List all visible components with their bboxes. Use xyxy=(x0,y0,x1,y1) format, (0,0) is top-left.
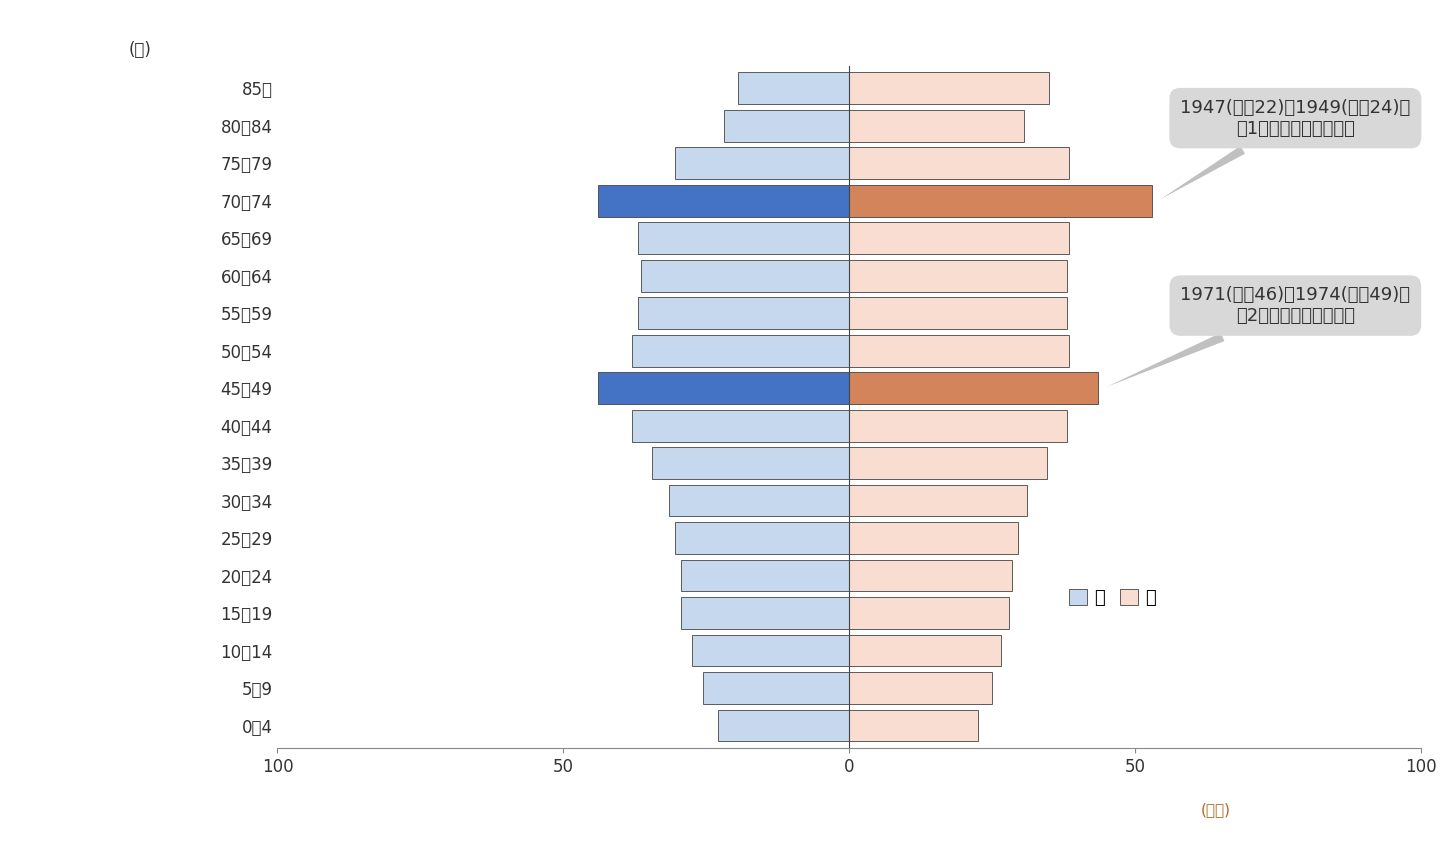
Bar xyxy=(681,597,849,629)
Bar xyxy=(738,72,849,104)
Bar xyxy=(849,260,1067,292)
Bar xyxy=(652,447,849,479)
Bar xyxy=(637,297,849,329)
Bar xyxy=(849,672,992,704)
Bar xyxy=(717,709,849,741)
Bar xyxy=(632,410,849,442)
Text: (歳): (歳) xyxy=(129,41,151,59)
Bar xyxy=(849,447,1047,479)
Bar xyxy=(681,559,849,591)
Bar xyxy=(640,260,849,292)
Bar xyxy=(598,184,849,216)
Bar xyxy=(637,223,849,254)
Text: 1971(昭和46)～1974(昭和49)年
第2次ベビーブーム世代: 1971(昭和46)～1974(昭和49)年 第2次ベビーブーム世代 xyxy=(1106,286,1410,387)
Bar xyxy=(849,72,1050,104)
Bar xyxy=(849,223,1070,254)
Bar xyxy=(849,709,979,741)
Bar xyxy=(849,334,1070,366)
Text: 1947(昭和22)～1949(昭和24)年
第1次ベビーブーム世代: 1947(昭和22)～1949(昭和24)年 第1次ベビーブーム世代 xyxy=(1160,99,1410,199)
Bar xyxy=(693,635,849,667)
Bar xyxy=(849,559,1012,591)
Bar xyxy=(632,334,849,366)
Bar xyxy=(675,147,849,179)
Bar xyxy=(849,184,1153,216)
Bar xyxy=(849,147,1070,179)
Bar xyxy=(849,635,1000,667)
Bar xyxy=(703,672,849,704)
Bar xyxy=(849,485,1027,516)
Text: (千人): (千人) xyxy=(1201,803,1230,818)
Legend: 男, 女: 男, 女 xyxy=(1061,582,1163,614)
Bar xyxy=(849,597,1009,629)
Bar xyxy=(849,410,1067,442)
Bar xyxy=(849,372,1098,404)
Bar xyxy=(675,522,849,554)
Bar xyxy=(598,372,849,404)
Bar xyxy=(849,297,1067,329)
Bar xyxy=(849,110,1024,141)
Bar xyxy=(669,485,849,516)
Bar xyxy=(723,110,849,141)
Bar xyxy=(849,522,1018,554)
